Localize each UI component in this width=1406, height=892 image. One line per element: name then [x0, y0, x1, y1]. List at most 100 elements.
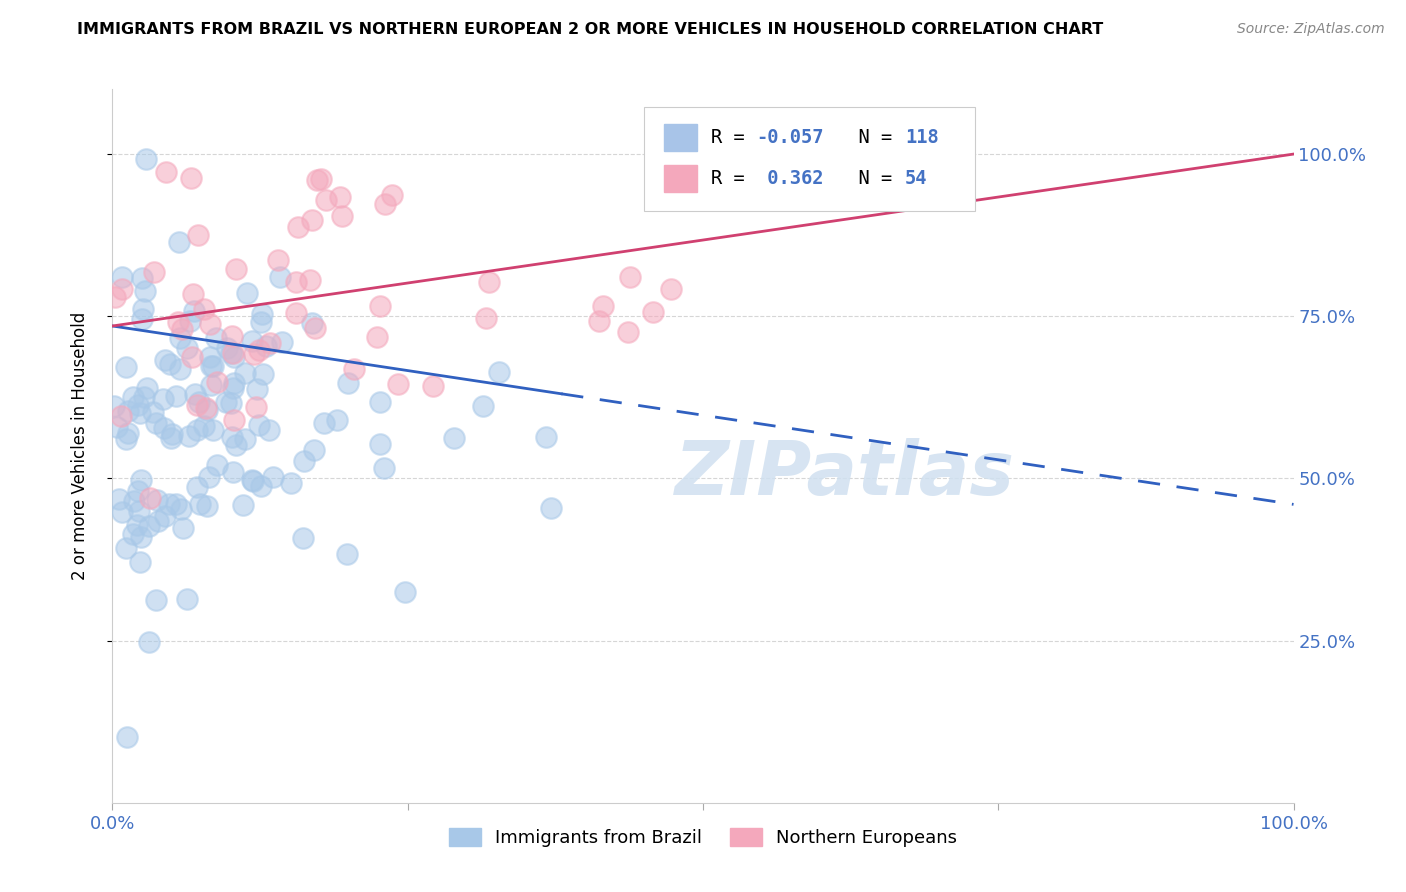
Point	[181, 287, 204, 301]
Point	[219, 346, 242, 360]
Point	[107, 491, 129, 506]
Point	[207, 376, 229, 390]
Point	[219, 396, 242, 410]
Point	[254, 339, 277, 353]
Point	[222, 465, 245, 479]
Point	[215, 394, 238, 409]
Point	[111, 505, 134, 519]
FancyBboxPatch shape	[664, 124, 697, 152]
Point	[155, 352, 177, 367]
Point	[114, 359, 136, 374]
Point	[478, 276, 501, 290]
Point	[129, 473, 152, 487]
Point	[169, 235, 191, 250]
Point	[250, 315, 273, 329]
Point	[142, 265, 165, 279]
Point	[221, 429, 243, 443]
Point	[224, 376, 246, 390]
Point	[250, 479, 273, 493]
Point	[127, 518, 149, 533]
Text: ZIPatlas: ZIPatlas	[675, 438, 1015, 511]
Point	[183, 386, 205, 401]
Point	[252, 367, 274, 381]
Point	[127, 398, 149, 412]
Point	[166, 315, 188, 329]
Point	[152, 421, 174, 435]
Point	[262, 470, 284, 484]
Point	[287, 220, 309, 235]
Point	[285, 306, 308, 320]
Point	[186, 480, 208, 494]
Point	[368, 299, 391, 313]
Point	[152, 392, 174, 406]
Point	[381, 188, 404, 202]
Text: IMMIGRANTS FROM BRAZIL VS NORTHERN EUROPEAN 2 OR MORE VEHICLES IN HOUSEHOLD CORR: IMMIGRANTS FROM BRAZIL VS NORTHERN EUROP…	[77, 22, 1104, 37]
Point	[336, 376, 359, 390]
Point	[259, 335, 281, 350]
Point	[217, 342, 239, 356]
Point	[186, 424, 208, 438]
Point	[111, 269, 134, 284]
Point	[304, 321, 326, 335]
Point	[200, 359, 222, 373]
Legend: Immigrants from Brazil, Northern Europeans: Immigrants from Brazil, Northern Europea…	[441, 821, 965, 855]
Point	[330, 209, 353, 223]
Point	[291, 531, 314, 545]
Point	[176, 591, 198, 606]
Point	[145, 592, 167, 607]
Point	[180, 171, 202, 186]
Point	[309, 172, 332, 186]
Point	[267, 253, 290, 268]
Point	[315, 193, 337, 207]
Point	[110, 409, 132, 424]
Point	[257, 423, 280, 437]
Point	[233, 432, 256, 446]
Point	[242, 474, 264, 488]
Point	[225, 261, 247, 276]
Point	[314, 416, 336, 430]
Point	[181, 350, 204, 364]
Point	[197, 470, 219, 484]
Point	[145, 416, 167, 430]
Point	[659, 282, 682, 296]
FancyBboxPatch shape	[644, 107, 974, 211]
Point	[146, 514, 169, 528]
Point	[225, 438, 247, 452]
Point	[159, 357, 181, 371]
Point	[240, 473, 263, 487]
Point	[222, 413, 245, 427]
Point	[202, 423, 225, 437]
Point	[128, 555, 150, 569]
Point	[128, 406, 150, 420]
Point	[131, 312, 153, 326]
Point	[183, 304, 205, 318]
Point	[643, 305, 665, 319]
Point	[245, 400, 267, 414]
Point	[135, 153, 157, 167]
Text: 118: 118	[905, 128, 939, 147]
Point	[138, 518, 160, 533]
Point	[195, 403, 218, 417]
Point	[285, 276, 308, 290]
Point	[236, 286, 259, 301]
Point	[368, 437, 391, 451]
Point	[117, 404, 139, 418]
Point	[366, 329, 388, 343]
Text: R =: R =	[711, 169, 756, 188]
Point	[368, 395, 391, 409]
Point	[165, 389, 187, 403]
Point	[222, 346, 245, 360]
Text: 0.362: 0.362	[756, 169, 824, 188]
Point	[422, 379, 444, 393]
Point	[111, 282, 134, 296]
Text: -0.057: -0.057	[756, 128, 824, 147]
Y-axis label: 2 or more Vehicles in Household: 2 or more Vehicles in Household	[70, 312, 89, 580]
Point	[204, 331, 226, 345]
Point	[305, 173, 328, 187]
Point	[172, 521, 194, 535]
Point	[186, 398, 208, 412]
Point	[373, 460, 395, 475]
Point	[336, 547, 359, 561]
Point	[302, 443, 325, 458]
Point	[188, 394, 211, 409]
